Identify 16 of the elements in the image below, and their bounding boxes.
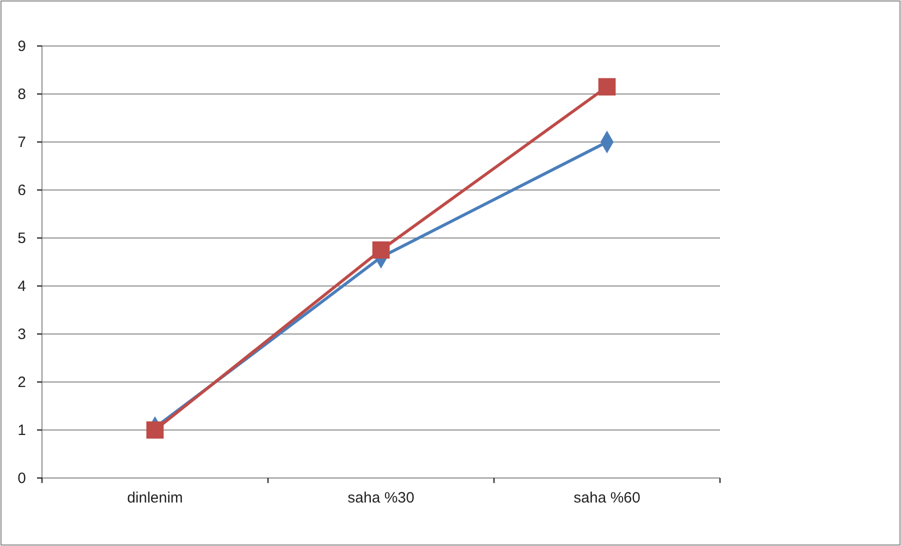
y-tick-label: 8 — [18, 86, 26, 103]
y-tick-label: 2 — [18, 374, 26, 391]
y-tick-label: 3 — [18, 326, 26, 343]
point — [598, 78, 616, 96]
y-tick-label: 5 — [18, 230, 26, 247]
y-tick-label: 1 — [18, 422, 26, 439]
point — [372, 241, 390, 259]
y-tick-label: 9 — [18, 38, 26, 55]
y-tick-label: 4 — [18, 278, 26, 295]
y-tick-label: 7 — [18, 134, 26, 151]
point — [146, 421, 164, 439]
y-tick-label: 6 — [18, 182, 26, 199]
x-tick-label: saha %30 — [348, 490, 414, 507]
x-tick-label: saha %60 — [574, 490, 640, 507]
x-tick-label: dinlenim — [127, 490, 183, 507]
y-tick-label: 0 — [18, 470, 26, 487]
